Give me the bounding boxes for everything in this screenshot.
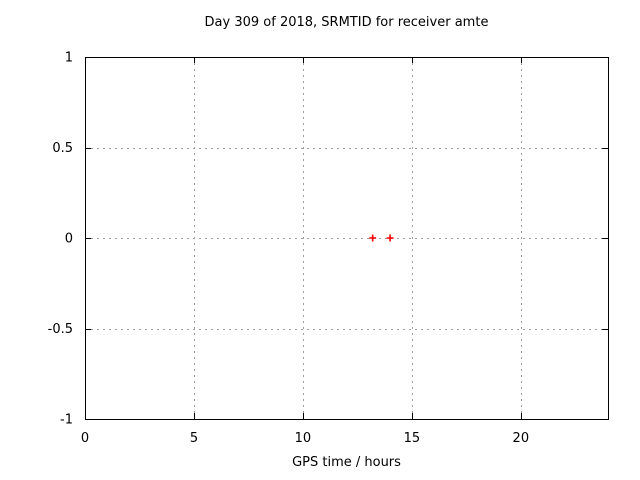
y-tick-label: 0 xyxy=(65,232,73,247)
y-tick-label: 0.5 xyxy=(52,141,73,156)
chart-title: Day 309 of 2018, SRMTID for receiver amt… xyxy=(204,15,489,30)
data-point-marker xyxy=(386,234,394,242)
data-point-marker xyxy=(369,234,377,242)
x-tick-label: 15 xyxy=(404,431,421,446)
x-tick-label: 5 xyxy=(190,431,198,446)
y-tick-label: -1 xyxy=(60,413,73,428)
y-tick-label: -0.5 xyxy=(48,322,73,337)
y-tick-label: 1 xyxy=(65,51,73,66)
x-tick-label: 20 xyxy=(513,431,530,446)
x-tick-label: 0 xyxy=(81,431,89,446)
x-tick-label: 10 xyxy=(295,431,312,446)
x-axis-title: GPS time / hours xyxy=(292,455,401,470)
